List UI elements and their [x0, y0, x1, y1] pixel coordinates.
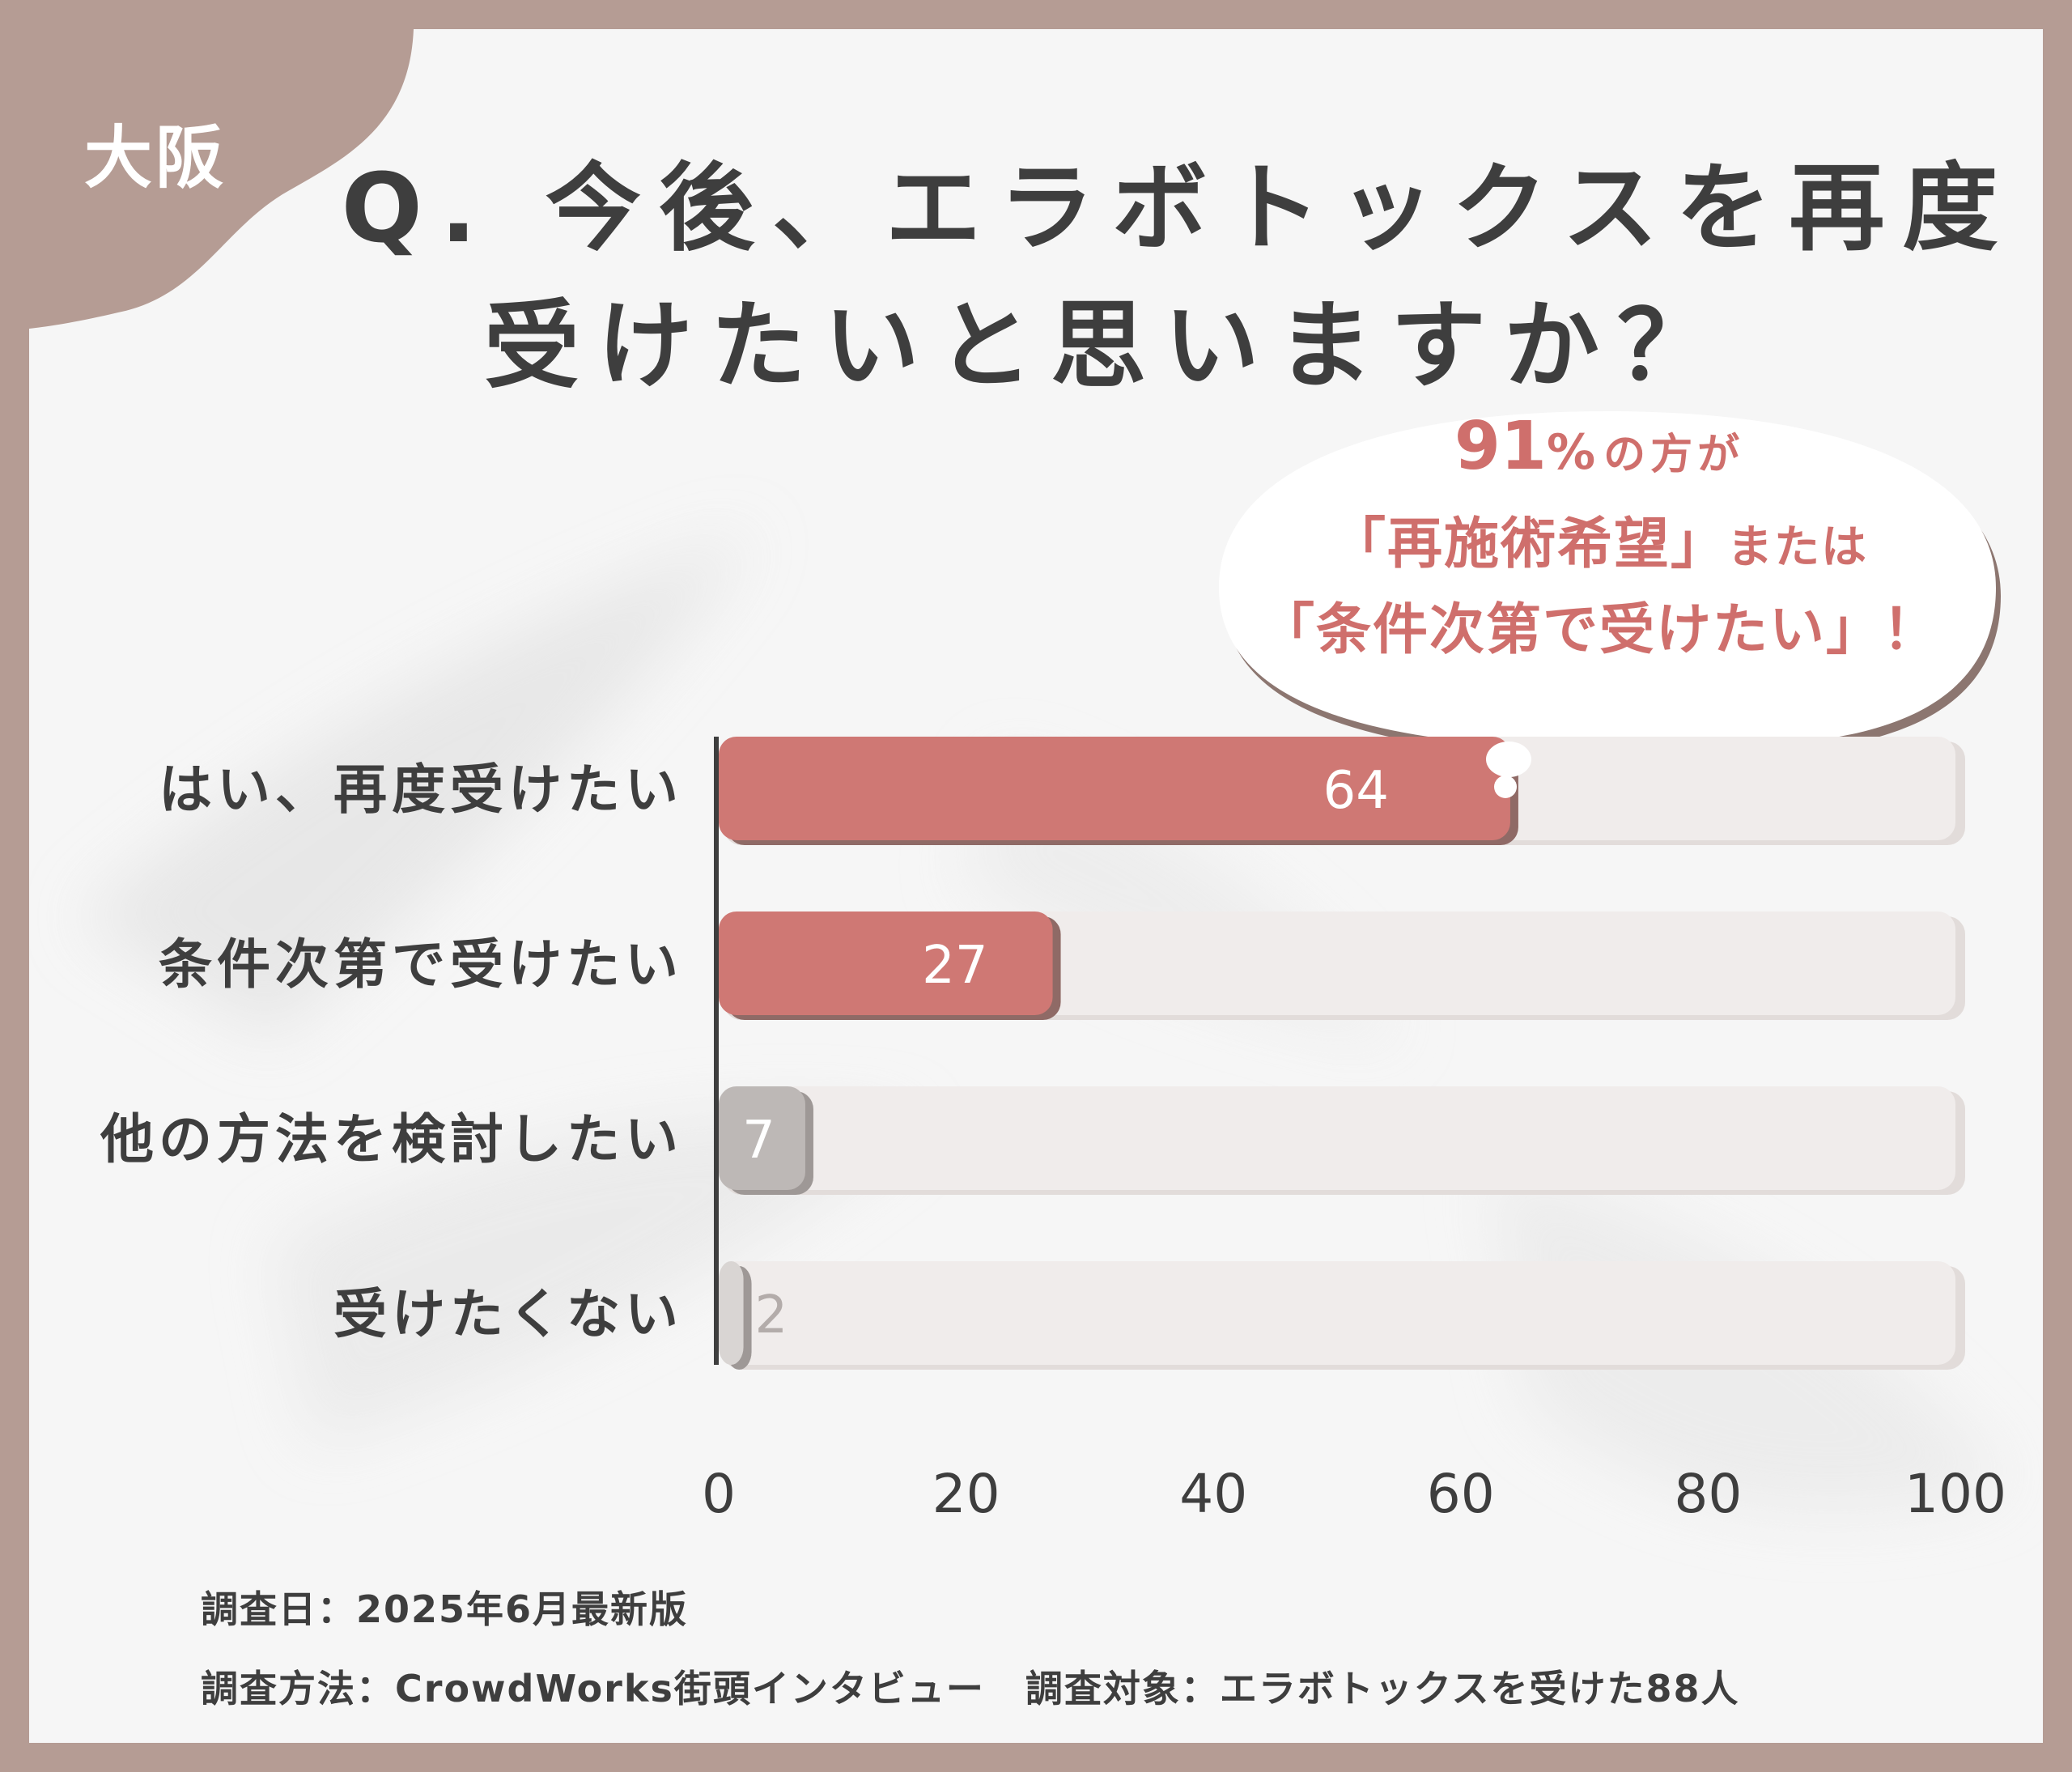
callout-line-1-rest: の方が	[1603, 431, 1745, 479]
x-tick-label: 40	[1179, 1463, 1247, 1525]
survey-details: 調査方法：CrowdWorks街頭インタビュー 調査対象：エラボトックスを受けた8…	[201, 1659, 1739, 1713]
data-label: 27	[922, 936, 987, 996]
data-label: 7	[742, 1111, 775, 1171]
bar-track	[719, 1261, 1955, 1365]
callout-line-3: 「条件次第で受けたい」！	[1259, 598, 1939, 662]
bar	[719, 1086, 805, 1190]
category-label: 受けたくない	[333, 1283, 683, 1345]
category-label: 他の方法を検討したい	[100, 1108, 683, 1171]
y-axis-line	[714, 737, 719, 1365]
bar	[719, 737, 1510, 840]
bar-track	[719, 1086, 1955, 1190]
page-title-line-2: 受けたいと思いますか？	[483, 290, 1730, 402]
survey-target: 調査対象：エラボトックスを受けた88人	[1025, 1667, 1740, 1710]
speech-bubble	[1219, 411, 2001, 798]
x-tick-label: 100	[1904, 1463, 2006, 1525]
region-badge-shape	[29, 29, 414, 329]
callout-percent-sign: %	[1546, 424, 1596, 481]
callout-line-2: 「再施術希望」または	[1187, 499, 2012, 579]
region-badge: 大阪	[84, 118, 227, 198]
x-tick-label: 0	[702, 1463, 736, 1525]
bar	[719, 1261, 744, 1365]
bubble-tail-dot-small	[1494, 776, 1517, 798]
infographic-card: 大阪 Q. 今後、エラボトックスを再度 受けたいと思いますか？ 91% の方が 「…	[29, 29, 2043, 1743]
bar-chart: はい、再度受けたい 64 条件次第で受けたい 27 他の方法を検討したい 7 受けたくない 2…	[100, 737, 2006, 1525]
category-label: はい、再度受けたい	[159, 759, 683, 821]
x-tick-label: 80	[1674, 1463, 1742, 1525]
bubble-tail-dot-large	[1486, 742, 1531, 777]
data-label: 2	[755, 1285, 788, 1345]
callout-quote-rework: 「再施術希望」	[1330, 512, 1727, 576]
callout-line-1: 91% の方が	[1187, 408, 2012, 485]
category-label: 条件次第で受けたい	[159, 933, 683, 996]
survey-date: 調査日：2025年6月最新版	[201, 1587, 689, 1631]
x-tick-label: 60	[1427, 1463, 1495, 1525]
page-title-line-1: Q. 今後、エラボトックスを再度	[341, 152, 2016, 264]
callout-percent-number: 91	[1454, 408, 1547, 485]
callout-line-2-rest: または	[1727, 521, 1868, 574]
x-tick-label: 20	[932, 1463, 1000, 1525]
bar	[719, 911, 1053, 1015]
survey-method: 調査方法：CrowdWorks街頭インタビュー	[201, 1667, 985, 1710]
data-label: 64	[1323, 761, 1388, 821]
